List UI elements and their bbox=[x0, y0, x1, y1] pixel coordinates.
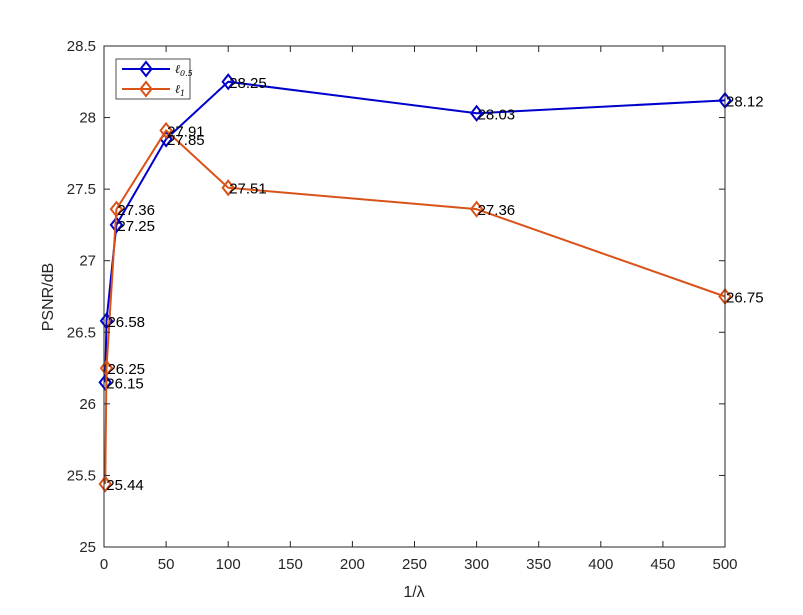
data-point-marker bbox=[469, 200, 484, 218]
data-label: 28.03 bbox=[478, 106, 516, 123]
legend-marker bbox=[139, 60, 153, 78]
tick-layer: 0 50 100 150 200 250 300 350 400 450 500 25 25.5 26 26… bbox=[67, 38, 738, 573]
data-label: 27.51 bbox=[229, 181, 267, 198]
series-line bbox=[104, 129, 726, 485]
data-label: 27.91 bbox=[167, 123, 205, 140]
x-tick-label: 50 bbox=[158, 556, 175, 573]
y-tick-label: 26 bbox=[79, 396, 96, 413]
x-axis-label: 1/λ bbox=[403, 584, 424, 601]
data-label: 27.85 bbox=[167, 132, 205, 149]
y-tick-label: 26.5 bbox=[67, 324, 96, 341]
y-tick-label: 25 bbox=[79, 539, 96, 556]
legend-marker bbox=[139, 80, 153, 98]
y-tick-label: 25.5 bbox=[67, 467, 96, 484]
legend-label: ℓ1 bbox=[175, 82, 185, 98]
x-tick-label: 150 bbox=[278, 556, 303, 573]
data-point-marker bbox=[99, 359, 114, 377]
legend-label: ℓ0.5 bbox=[175, 62, 193, 78]
x-tick-label: 400 bbox=[588, 556, 613, 573]
data-label-layer: 26.15 26.58 27.25 27.85 28.25 28.03 28.12 25.44… bbox=[106, 75, 763, 494]
data-point-marker bbox=[109, 200, 124, 218]
plot-background bbox=[104, 46, 725, 547]
x-tick-label: 500 bbox=[712, 556, 737, 573]
series-2 bbox=[98, 121, 732, 493]
data-point-marker bbox=[98, 475, 113, 493]
data-point-marker bbox=[109, 216, 124, 234]
data-label: 26.75 bbox=[726, 290, 764, 307]
legend: ℓ0.5 ℓ1 bbox=[115, 58, 193, 100]
data-label: 26.58 bbox=[107, 314, 145, 331]
y-axis-label: PSNR/dB bbox=[40, 263, 57, 331]
legend-item-2: ℓ1 bbox=[122, 80, 185, 98]
data-label: 28.12 bbox=[726, 93, 764, 110]
x-tick-label: 300 bbox=[464, 556, 489, 573]
y-tick-label: 27.5 bbox=[67, 181, 96, 198]
series-layer bbox=[98, 73, 732, 493]
data-label: 27.25 bbox=[117, 218, 155, 235]
data-label: 27.36 bbox=[478, 202, 516, 219]
data-label: 26.15 bbox=[106, 375, 144, 392]
data-label: 27.36 bbox=[117, 202, 155, 219]
data-point-marker bbox=[98, 373, 113, 392]
y-tick-label: 28.5 bbox=[67, 38, 96, 55]
x-tick-label: 350 bbox=[526, 556, 551, 573]
data-point-marker bbox=[221, 73, 235, 91]
data-label: 25.44 bbox=[106, 477, 144, 494]
legend-item-1: ℓ0.5 bbox=[122, 60, 193, 78]
y-tick-label: 28 bbox=[79, 110, 96, 127]
x-tick-label: 450 bbox=[650, 556, 675, 573]
y-tick-label: 27 bbox=[79, 253, 96, 270]
data-point-marker bbox=[469, 104, 484, 122]
data-point-marker bbox=[221, 179, 235, 197]
data-point-marker bbox=[159, 121, 173, 140]
data-label: 28.25 bbox=[229, 75, 267, 92]
x-tick-label: 0 bbox=[100, 556, 108, 573]
x-tick-label: 100 bbox=[216, 556, 241, 573]
x-tick-label: 250 bbox=[402, 556, 427, 573]
x-tick-label: 200 bbox=[340, 556, 365, 573]
legend-box bbox=[115, 58, 191, 100]
data-label: 26.25 bbox=[107, 361, 145, 378]
